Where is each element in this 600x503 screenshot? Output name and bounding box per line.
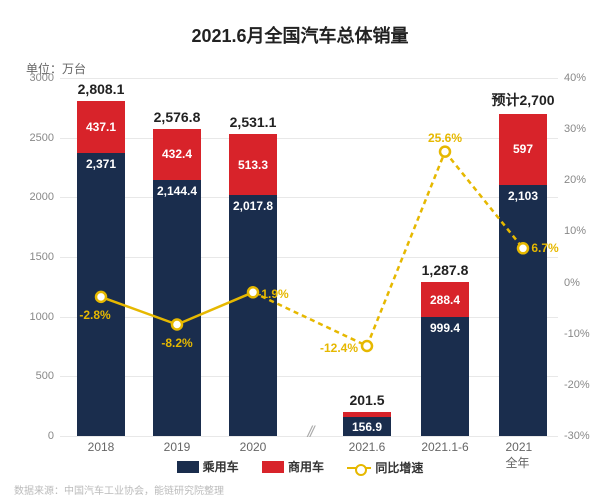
gridline	[60, 78, 558, 79]
growth-value: -8.2%	[161, 336, 192, 350]
y-left-tick: 1500	[14, 251, 54, 263]
y-right-tick: 0%	[564, 277, 580, 289]
gridline	[60, 257, 558, 258]
bar-passenger	[153, 180, 201, 436]
passenger-value: 2,017.8	[233, 199, 273, 213]
y-left-tick: 500	[14, 370, 54, 382]
bar-commercial	[343, 412, 391, 417]
y-left-tick: 2000	[14, 191, 54, 203]
passenger-value: 999.4	[430, 321, 460, 335]
y-right-tick: 10%	[564, 225, 586, 237]
legend: 乘用车 商用车 同比增速	[0, 458, 600, 476]
y-right-tick: -10%	[564, 328, 590, 340]
commercial-value: 432.4	[162, 147, 192, 161]
gridline	[60, 376, 558, 377]
passenger-value: 156.9	[352, 420, 382, 434]
gridline	[60, 317, 558, 318]
y-right-tick: -20%	[564, 379, 590, 391]
y-left-tick: 0	[14, 430, 54, 442]
total-value: 预计2,700	[491, 90, 554, 110]
y-right-tick: 20%	[564, 174, 586, 186]
gridline	[60, 138, 558, 139]
y-left-tick: 1000	[14, 311, 54, 323]
commercial-value: 513.3	[238, 158, 268, 172]
legend-passenger: 乘用车	[177, 458, 239, 475]
x-axis-label: 2020	[240, 440, 267, 454]
growth-value: 25.6%	[428, 131, 462, 145]
passenger-value: 2,103	[508, 189, 538, 203]
growth-value: -2.8%	[79, 308, 110, 322]
passenger-value: 2,144.4	[157, 184, 197, 198]
bar-passenger	[499, 185, 547, 436]
y-right-tick: -30%	[564, 430, 590, 442]
commercial-value: 437.1	[86, 120, 116, 134]
bar-passenger	[229, 195, 277, 436]
total-value: 1,287.8	[422, 262, 469, 278]
total-value: 2,531.1	[230, 114, 277, 130]
growth-value: -1.9%	[257, 287, 288, 301]
x-axis-label: 2018	[88, 440, 115, 454]
axis-break: //	[308, 424, 313, 442]
x-axis-label: 2021.6	[349, 440, 386, 454]
y-right-tick: 30%	[564, 123, 586, 135]
total-value: 2,808.1	[78, 81, 125, 97]
chart-area: 050010001500200025003000-30%-20%-10%0%10…	[60, 78, 558, 436]
passenger-value: 2,371	[86, 157, 116, 171]
legend-growth: 同比增速	[347, 459, 423, 476]
total-value: 2,576.8	[154, 109, 201, 125]
chart-title: 2021.6月全国汽车总体销量	[0, 0, 600, 48]
legend-commercial: 商用车	[262, 458, 324, 475]
y-left-tick: 3000	[14, 72, 54, 84]
x-axis-label: 2021.1-6	[421, 440, 468, 454]
gridline	[60, 197, 558, 198]
bar-passenger	[77, 153, 125, 436]
total-value: 201.5	[349, 392, 384, 408]
growth-value: -12.4%	[320, 341, 358, 355]
y-right-tick: 40%	[564, 72, 586, 84]
growth-value: 6.7%	[531, 241, 558, 255]
data-source: 数据来源：中国汽车工业协会，能链研究院整理	[14, 482, 224, 497]
x-axis-label: 2019	[164, 440, 191, 454]
commercial-value: 288.4	[430, 293, 460, 307]
commercial-value: 597	[513, 142, 533, 156]
y-left-tick: 2500	[14, 132, 54, 144]
